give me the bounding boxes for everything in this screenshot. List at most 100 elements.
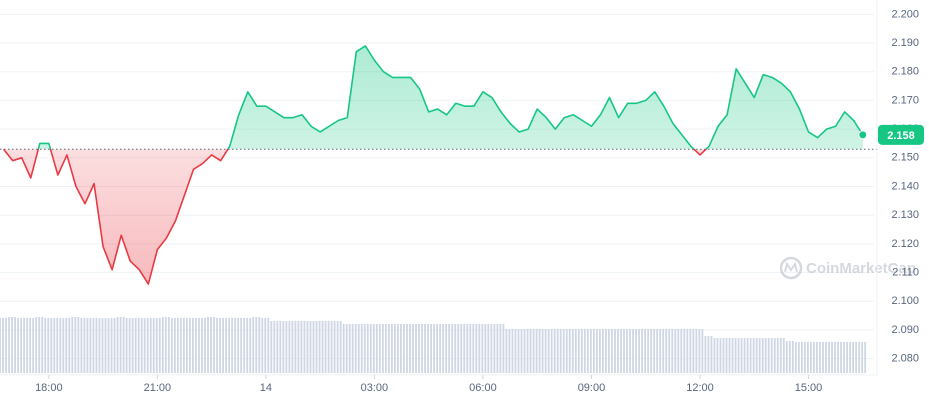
- volume-bar: [375, 324, 378, 373]
- volume-bar: [303, 321, 306, 373]
- watermark-text: CoinMarketCap: [806, 260, 916, 277]
- y-tick-label: 2.100: [891, 295, 919, 307]
- volume-bar: [858, 342, 861, 373]
- volume-bar: [514, 329, 517, 373]
- volume-bar: [758, 338, 761, 373]
- volume-bar: [74, 317, 77, 373]
- volume-bar: [556, 329, 559, 373]
- volume-bar: [369, 324, 372, 373]
- volume-bar: [788, 341, 791, 373]
- volume-bar: [755, 338, 758, 373]
- volume-bar: [14, 317, 16, 373]
- volume-bar: [653, 329, 656, 373]
- volume-bar: [152, 318, 155, 373]
- volume-bar: [439, 324, 442, 373]
- volume-bar: [240, 318, 243, 373]
- y-tick-label: 2.090: [891, 324, 919, 336]
- volume-bar: [629, 329, 631, 373]
- volume-bar: [472, 324, 475, 373]
- volume-bar: [822, 342, 824, 373]
- volume-bar: [38, 317, 41, 373]
- volume-bar: [635, 329, 637, 373]
- volume-bar: [580, 329, 583, 373]
- volume-bar: [26, 318, 29, 373]
- volume-bar: [767, 338, 770, 373]
- volume-bar: [725, 338, 728, 373]
- volume-bar: [529, 329, 532, 373]
- volume-bar: [288, 321, 291, 373]
- last-point: [858, 130, 868, 140]
- volume-bar: [614, 329, 616, 373]
- volume-bar: [315, 321, 318, 373]
- volume-bar: [213, 317, 215, 373]
- volume-bar: [65, 318, 68, 373]
- volume-bar: [800, 342, 803, 373]
- volume-bar: [237, 318, 240, 373]
- volume-bar: [547, 329, 550, 373]
- volume-bar: [258, 317, 261, 373]
- volume-bar: [553, 329, 556, 373]
- volume-bar: [179, 318, 182, 373]
- volume-bar: [463, 324, 466, 373]
- volume-bar: [746, 338, 749, 373]
- volume-bar: [617, 329, 619, 373]
- volume-bar: [83, 318, 86, 373]
- volume-bar: [270, 321, 273, 373]
- volume-bar: [843, 342, 845, 373]
- volume-bar: [336, 321, 339, 373]
- volume-bar: [535, 329, 538, 373]
- volume-bar: [116, 317, 119, 373]
- last-price-badge: [878, 124, 924, 145]
- volume-bar: [806, 342, 809, 373]
- volume-bar: [511, 329, 514, 373]
- volume-bar: [125, 318, 128, 373]
- volume-bar: [185, 318, 188, 373]
- volume-bar: [442, 324, 445, 373]
- volume-bar: [261, 318, 264, 373]
- volume-bar: [219, 318, 221, 373]
- volume-bar: [252, 317, 255, 373]
- volume-bar: [592, 329, 595, 373]
- y-tick-label: 2.190: [891, 37, 919, 49]
- volume-bar: [225, 318, 228, 373]
- volume-bar: [86, 318, 89, 373]
- volume-bar: [276, 321, 279, 373]
- volume-bar: [204, 318, 206, 373]
- volume-bar: [62, 318, 65, 373]
- volume-bar: [378, 324, 381, 373]
- volume-bar: [155, 318, 158, 373]
- x-tick-label: 12:00: [686, 382, 714, 394]
- volume-bar: [785, 341, 788, 373]
- volume-bar: [297, 321, 300, 373]
- volume-bar: [249, 318, 252, 373]
- volume-bar: [59, 318, 62, 373]
- volume-bar: [339, 321, 342, 373]
- volume-bar: [164, 317, 167, 373]
- volume-bar: [366, 324, 369, 373]
- x-tick-label: 14: [260, 382, 272, 394]
- volume-bar: [659, 329, 662, 373]
- volume-bar: [541, 329, 544, 373]
- volume-bar: [387, 324, 390, 373]
- volume-bar: [306, 321, 309, 373]
- volume-bar: [32, 318, 35, 373]
- volume-bar: [128, 318, 131, 373]
- volume-bar: [475, 324, 478, 373]
- volume-bar: [641, 329, 644, 373]
- volume-bar: [550, 329, 553, 373]
- volume-bar: [701, 329, 704, 373]
- volume-bar: [650, 329, 653, 373]
- volume-bar: [782, 338, 785, 373]
- volume-bar: [406, 324, 408, 373]
- volume-bar: [707, 336, 710, 373]
- volume-bar: [412, 324, 414, 373]
- volume-bar: [574, 329, 577, 373]
- volume-bar: [466, 324, 469, 373]
- volume-bar: [327, 321, 330, 373]
- volume-bar: [167, 317, 170, 373]
- volume-bar: [140, 318, 143, 373]
- volume-bar: [300, 321, 303, 373]
- volume-bar: [321, 321, 324, 373]
- volume-bar: [324, 321, 327, 373]
- volume-bar: [849, 342, 852, 373]
